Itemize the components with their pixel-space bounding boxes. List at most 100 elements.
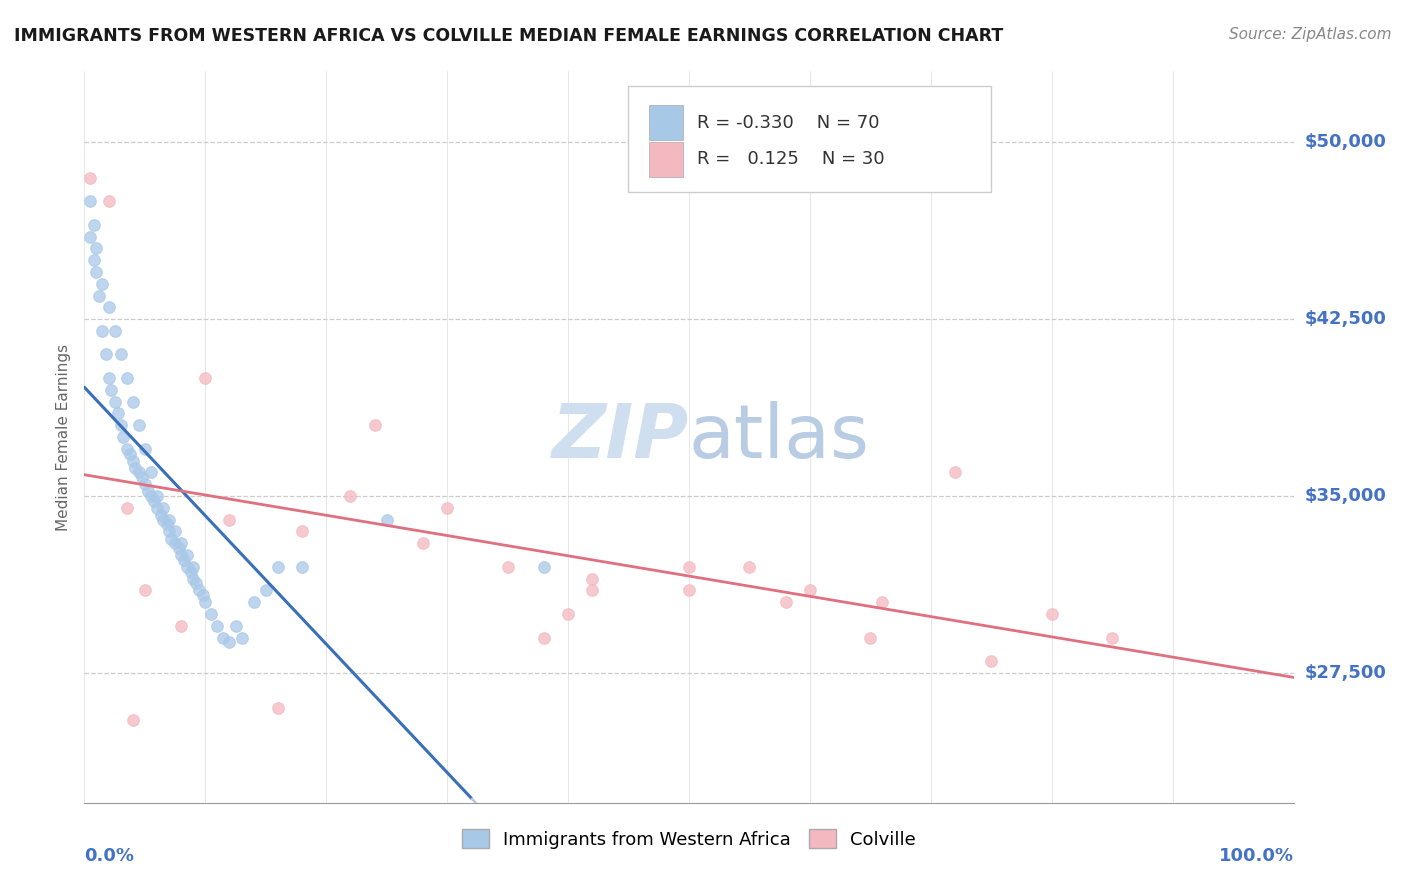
Point — [533, 559, 555, 574]
Point — [436, 500, 458, 515]
Point — [191, 588, 214, 602]
Point — [267, 559, 290, 574]
Point — [218, 513, 240, 527]
Point — [581, 583, 603, 598]
Point — [184, 576, 207, 591]
Point — [363, 418, 385, 433]
Text: 100.0%: 100.0% — [1219, 847, 1294, 864]
Point — [173, 553, 195, 567]
Point — [859, 631, 882, 645]
Point — [254, 583, 277, 598]
Point — [181, 572, 204, 586]
Point — [412, 536, 434, 550]
Point — [165, 524, 187, 539]
Point — [943, 466, 966, 480]
Point — [160, 532, 183, 546]
Point — [170, 619, 193, 633]
Point — [120, 447, 142, 461]
Point — [139, 489, 162, 503]
Point — [176, 559, 198, 574]
Point — [267, 701, 290, 715]
Point — [79, 194, 101, 208]
Point — [146, 489, 169, 503]
Text: $42,500: $42,500 — [1305, 310, 1386, 328]
Point — [212, 631, 235, 645]
Point — [97, 371, 120, 385]
Point — [143, 493, 166, 508]
Point — [128, 418, 150, 433]
Point — [872, 595, 894, 609]
Point — [157, 524, 180, 539]
Point — [291, 559, 314, 574]
Point — [91, 277, 114, 291]
Point — [149, 508, 172, 522]
Point — [170, 548, 193, 562]
Point — [152, 500, 174, 515]
Point — [375, 513, 398, 527]
Point — [799, 583, 821, 598]
Point — [557, 607, 579, 621]
Point — [167, 541, 190, 555]
Point — [980, 654, 1002, 668]
Text: R = -0.330    N = 70: R = -0.330 N = 70 — [697, 113, 880, 131]
FancyBboxPatch shape — [628, 86, 991, 192]
Point — [83, 218, 105, 232]
Point — [115, 371, 138, 385]
Point — [496, 559, 519, 574]
Text: atlas: atlas — [689, 401, 870, 474]
FancyBboxPatch shape — [650, 142, 683, 177]
Point — [152, 513, 174, 527]
Point — [134, 583, 156, 598]
Text: $50,000: $50,000 — [1305, 133, 1386, 151]
Point — [678, 583, 700, 598]
Point — [115, 442, 138, 456]
Point — [104, 324, 127, 338]
Point — [1101, 631, 1123, 645]
Point — [1040, 607, 1063, 621]
Point — [339, 489, 361, 503]
Y-axis label: Median Female Earnings: Median Female Earnings — [56, 343, 72, 531]
Point — [231, 631, 253, 645]
Point — [180, 565, 202, 579]
Point — [678, 559, 700, 574]
Point — [79, 229, 101, 244]
Point — [533, 631, 555, 645]
Point — [134, 442, 156, 456]
Point — [581, 572, 603, 586]
Point — [291, 524, 314, 539]
Point — [775, 595, 797, 609]
Point — [194, 595, 217, 609]
Point — [86, 241, 108, 255]
Point — [91, 324, 114, 338]
Point — [97, 194, 120, 208]
Point — [86, 265, 108, 279]
Point — [181, 559, 204, 574]
FancyBboxPatch shape — [650, 105, 683, 140]
Point — [139, 466, 162, 480]
Text: Source: ZipAtlas.com: Source: ZipAtlas.com — [1229, 27, 1392, 42]
Text: ZIP: ZIP — [551, 401, 689, 474]
Point — [124, 460, 146, 475]
Point — [157, 513, 180, 527]
Point — [83, 253, 105, 268]
Text: 0.0%: 0.0% — [84, 847, 135, 864]
Point — [121, 394, 143, 409]
Point — [107, 407, 129, 421]
Point — [146, 500, 169, 515]
Point — [165, 536, 187, 550]
Point — [738, 559, 761, 574]
Point — [131, 470, 153, 484]
Point — [94, 347, 117, 361]
Point — [87, 288, 110, 302]
Point — [121, 713, 143, 727]
Point — [110, 418, 132, 433]
Text: IMMIGRANTS FROM WESTERN AFRICA VS COLVILLE MEDIAN FEMALE EARNINGS CORRELATION CH: IMMIGRANTS FROM WESTERN AFRICA VS COLVIL… — [14, 27, 1004, 45]
Text: R =   0.125    N = 30: R = 0.125 N = 30 — [697, 150, 884, 168]
Point — [110, 347, 132, 361]
Point — [188, 583, 211, 598]
Point — [128, 466, 150, 480]
Point — [79, 170, 101, 185]
Point — [170, 536, 193, 550]
Point — [194, 371, 217, 385]
Point — [207, 619, 229, 633]
